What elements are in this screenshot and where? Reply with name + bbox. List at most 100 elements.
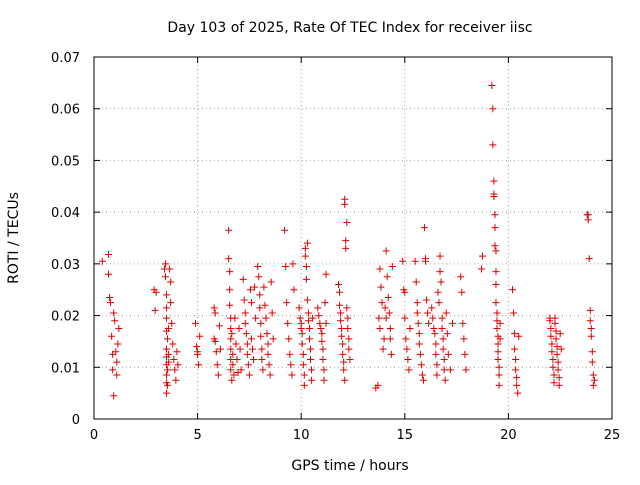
data-point-marker — [287, 361, 295, 369]
x-axis-label: GPS time / hours — [291, 458, 408, 474]
data-point-marker — [513, 381, 521, 389]
data-point-marker — [231, 314, 239, 322]
data-point-marker — [375, 314, 383, 322]
data-point-marker — [241, 319, 249, 327]
data-point-marker — [377, 283, 385, 291]
data-point-marker — [492, 281, 500, 289]
data-point-marker — [493, 309, 501, 317]
data-point-marker — [379, 345, 387, 353]
data-point-marker — [385, 309, 393, 317]
data-point-marker — [511, 345, 519, 353]
data-point-marker — [374, 381, 382, 389]
data-point-marker — [213, 361, 221, 369]
data-point-marker — [555, 374, 563, 382]
data-point-marker — [434, 288, 442, 296]
data-point-marker — [416, 350, 424, 358]
data-point-marker — [308, 366, 316, 374]
data-point-marker — [106, 293, 114, 301]
data-point-marker — [243, 350, 251, 358]
data-point-marker — [107, 299, 115, 307]
data-point-marker — [586, 306, 594, 314]
data-point-marker — [382, 314, 390, 322]
data-point-marker — [413, 309, 421, 317]
data-point-marker — [589, 371, 597, 379]
data-point-marker — [266, 371, 274, 379]
data-point-marker — [414, 319, 422, 327]
data-point-marker — [406, 325, 414, 332]
data-point-marker — [105, 251, 113, 259]
data-point-marker — [226, 286, 234, 294]
data-point-marker — [251, 283, 259, 291]
data-point-marker — [233, 356, 241, 364]
data-point-marker — [440, 366, 448, 374]
data-point-marker — [172, 376, 180, 384]
data-point-marker — [432, 340, 440, 348]
x-tick-label: 10 — [293, 428, 310, 443]
data-point-marker — [433, 371, 441, 379]
data-point-marker — [495, 371, 503, 379]
data-point-marker — [216, 345, 224, 353]
data-point-marker — [442, 309, 450, 317]
data-point-marker — [457, 273, 465, 281]
data-point-marker — [460, 335, 468, 343]
data-point-marker — [108, 332, 116, 340]
data-point-marker — [227, 356, 235, 364]
data-point-marker — [424, 309, 432, 317]
data-point-marker — [417, 361, 425, 369]
data-point-marker — [550, 371, 558, 379]
data-point-marker — [193, 343, 201, 351]
data-point-marker — [376, 265, 384, 273]
data-point-marker — [549, 363, 557, 371]
data-point-marker — [411, 257, 419, 265]
data-point-marker — [388, 262, 396, 270]
data-point-marker — [419, 376, 427, 384]
data-point-marker — [512, 366, 520, 374]
data-point-marker — [167, 278, 175, 286]
data-point-marker — [258, 345, 266, 353]
data-point-marker — [165, 325, 173, 332]
data-point-marker — [513, 374, 521, 382]
data-point-marker — [303, 296, 311, 304]
data-point-marker — [165, 350, 173, 358]
data-point-marker — [415, 330, 423, 338]
data-point-marker — [192, 319, 200, 327]
data-point-marker — [298, 340, 306, 348]
data-point-marker — [587, 332, 595, 340]
data-point-marker — [163, 291, 171, 299]
data-point-marker — [382, 247, 390, 255]
data-point-marker — [321, 299, 329, 307]
data-point-marker — [551, 319, 559, 327]
data-point-marker — [165, 358, 173, 366]
data-point-marker — [477, 265, 485, 273]
y-tick-label: 0.03 — [51, 258, 80, 273]
data-point-marker — [298, 330, 306, 338]
data-point-marker — [342, 244, 350, 252]
data-point-marker — [211, 337, 219, 345]
data-point-marker — [488, 81, 496, 89]
data-point-marker — [334, 281, 342, 289]
data-point-marker — [264, 350, 272, 358]
data-point-marker — [166, 265, 174, 273]
data-point-marker — [413, 299, 421, 307]
data-point-marker — [299, 350, 307, 358]
data-point-marker — [557, 345, 565, 353]
data-point-marker — [256, 291, 264, 299]
data-point-marker — [164, 366, 172, 374]
data-point-marker — [112, 348, 120, 356]
y-tick-label: 0.04 — [51, 206, 80, 221]
data-point-marker — [296, 314, 304, 322]
data-point-marker — [428, 304, 436, 312]
data-point-marker — [256, 304, 264, 312]
data-point-marker — [336, 288, 344, 296]
data-point-marker — [552, 327, 560, 335]
x-tick-label: 5 — [193, 428, 201, 443]
data-point-marker — [265, 361, 273, 369]
data-point-marker — [173, 348, 181, 356]
data-point-marker — [459, 319, 467, 327]
data-point-marker — [319, 345, 327, 353]
data-point-marker — [425, 319, 433, 327]
data-point-marker — [110, 392, 118, 400]
data-point-marker — [342, 237, 350, 245]
data-point-marker — [402, 335, 410, 343]
